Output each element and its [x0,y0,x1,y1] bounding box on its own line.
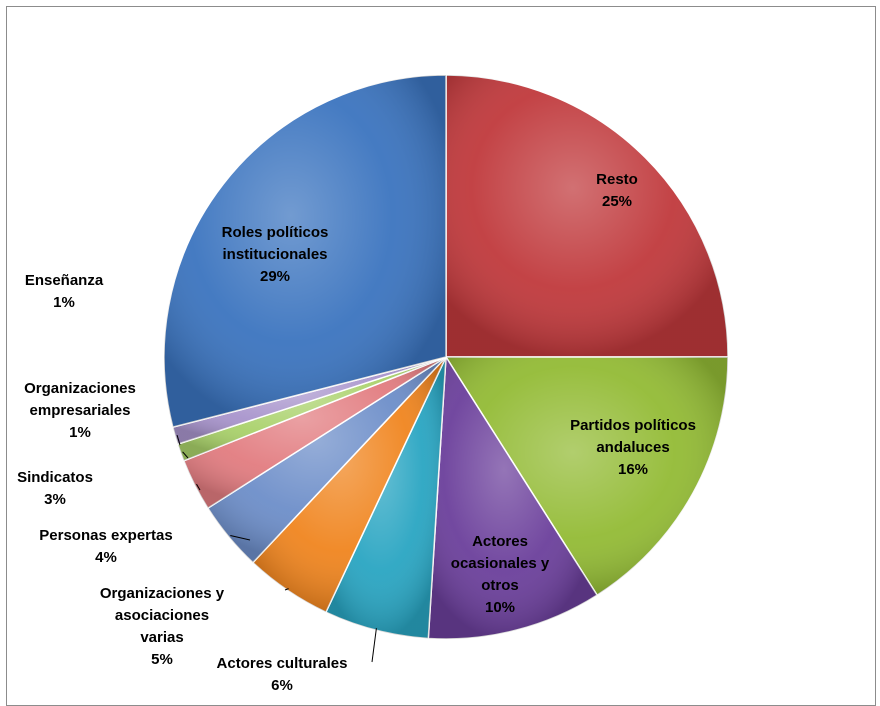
slice-label-line: asociaciones [115,607,209,624]
slice-label-actores-culturales: Actores culturales 6% [217,655,348,694]
slice-percent: 16% [618,461,648,478]
slice-label-line: varias [140,629,183,646]
slice-label-partidos-politicos-andaluces: Partidos políticos andaluces 16% [570,417,696,478]
slice-label-line: Resto [596,171,638,188]
slice-label-line: otros [481,577,519,594]
slice-label-line: institucionales [222,246,327,263]
leader-line-actores-culturales [371,628,377,663]
slice-label-line: Organizaciones y [100,585,225,602]
slice-labels: Resto 25% Partidos políticos andaluces 16% Ac… [17,171,696,694]
slice-label-actores-ocasionales-y-otros: Actores ocasionales y otros 10% [451,533,550,616]
slice-label-personas-expertas: Personas expertas 4% [39,527,172,566]
slice-label-line: Sindicatos [17,469,93,486]
leader-lines [176,434,377,663]
pie-slice-resto [445,74,729,358]
slice-label-resto: Resto 25% [596,171,638,210]
slice-label-organizaciones-empresariales: Organizaciones empresariales 1% [24,380,136,441]
leader-line-personas-expertas [230,535,251,541]
slice-label-line: Partidos políticos [570,417,696,434]
slice-label-roles-politicos-institucionales: Roles políticos institucionales 29% [222,224,329,285]
slice-label-line: Actores culturales [217,655,348,672]
leader-line-organizaciones-y-asociaciones-varias [284,588,289,591]
slice-label-line: Personas expertas [39,527,172,544]
leader-line-ensenanza [176,434,181,446]
slice-percent: 1% [69,424,91,441]
slice-label-ensenanza: Enseñanza 1% [25,272,104,311]
slice-percent: 25% [602,193,632,210]
slice-label-sindicatos: Sindicatos 3% [17,469,93,508]
slice-label-line: Roles políticos [222,224,329,241]
slice-label-line: Actores [472,533,528,550]
leader-line-organizaciones-empresariales [182,451,189,459]
slice-percent: 3% [44,491,66,508]
slice-percent: 29% [260,268,290,285]
slice-label-line: empresariales [30,402,131,419]
slice-percent: 4% [95,549,117,566]
slice-percent: 10% [485,599,515,616]
slice-percent: 6% [271,677,293,694]
pie-slices [163,74,729,640]
slice-label-line: Enseñanza [25,272,104,289]
slice-label-line: Organizaciones [24,380,136,397]
slice-percent: 5% [151,651,173,668]
slice-label-organizaciones-y-asociaciones-varias: Organizaciones y asociaciones varias 5% [100,585,225,668]
slice-label-line: andaluces [596,439,669,456]
slice-percent: 1% [53,294,75,311]
leader-line-sindicatos [196,483,201,491]
slice-label-line: ocasionales y [451,555,550,572]
